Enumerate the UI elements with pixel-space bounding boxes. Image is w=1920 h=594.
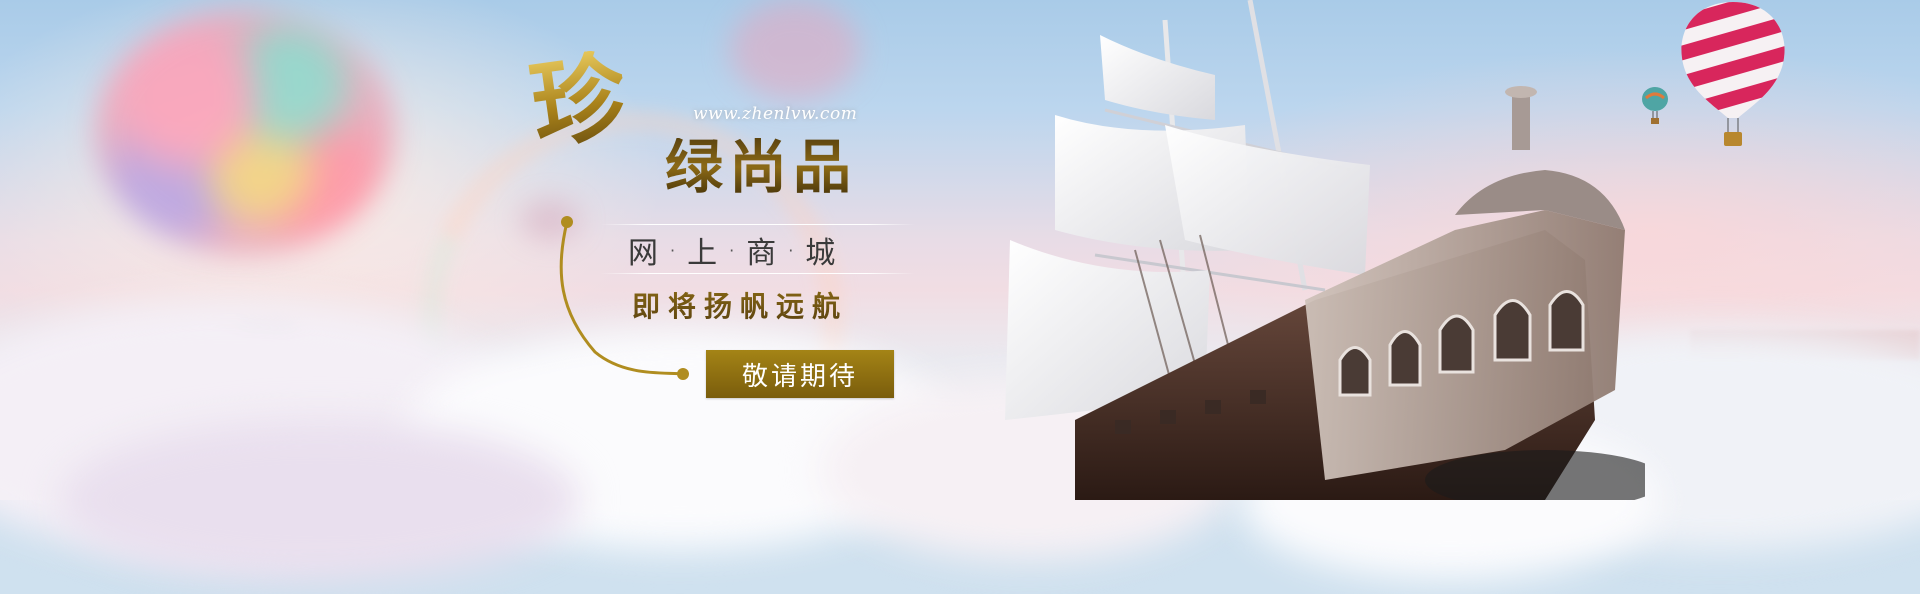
hot-air-balloon-small-icon bbox=[1642, 87, 1668, 124]
coming-soon-button[interactable]: 敬请期待 bbox=[706, 350, 894, 398]
swirl-decoration bbox=[559, 216, 689, 380]
divider-bottom bbox=[600, 273, 915, 274]
subtitle-char: 网 bbox=[628, 236, 662, 271]
brand-logo: 珍 绿尚品 bbox=[524, 38, 925, 240]
divider-top bbox=[600, 224, 915, 225]
blurred-balloon bbox=[730, 0, 860, 100]
subtitle-online-mall: 网 · 上 · 商 · 城 bbox=[628, 228, 839, 272]
separator-dot: · bbox=[670, 240, 680, 260]
website-url: www.zhenlvw.com bbox=[693, 104, 858, 124]
cloud bbox=[60, 420, 580, 580]
separator-dot: · bbox=[788, 240, 798, 260]
brand-first-char: 珍 bbox=[523, 38, 633, 163]
sailing-ship-illustration bbox=[1005, 0, 1645, 500]
hot-air-balloon-icon bbox=[1681, 2, 1785, 146]
balloon-bunch-illustration bbox=[95, 10, 395, 255]
subtitle-char: 城 bbox=[805, 236, 840, 271]
tagline: 即将扬帆远航 bbox=[632, 285, 848, 325]
subtitle-char: 上 bbox=[687, 236, 722, 271]
subtitle-char: 商 bbox=[746, 236, 781, 271]
separator-dot: · bbox=[729, 240, 739, 260]
brand-name: 绿尚品 bbox=[665, 133, 858, 201]
